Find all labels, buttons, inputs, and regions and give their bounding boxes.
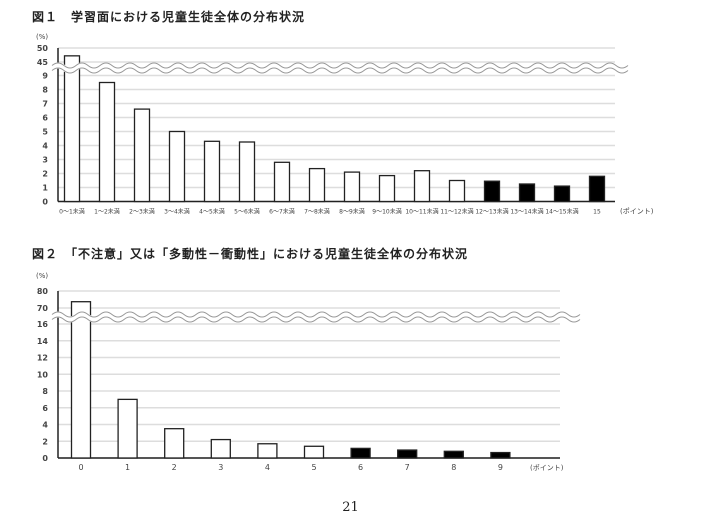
figure-1-title: 図１ 学習面における児童生徒全体の分布状況	[32, 10, 306, 24]
bar-0	[70, 301, 92, 459]
bar-12～13未満	[483, 180, 501, 203]
x-tick-label: 6	[358, 463, 363, 472]
x-tick-label: 5～6未満	[234, 208, 260, 216]
x-axis-unit: (ポイント)	[530, 464, 564, 472]
y-tick-label: 10	[37, 370, 49, 379]
y-tick-label: 50	[37, 44, 49, 53]
y-tick-label: 16	[37, 320, 49, 329]
bar-8～9未満	[343, 171, 361, 203]
bar-2	[164, 428, 185, 459]
y-tick-label: 8	[42, 387, 48, 396]
bar-9～10未満	[378, 174, 396, 203]
x-tick-label: 2～3未満	[129, 208, 155, 216]
y-tick-label: 2	[42, 170, 48, 179]
y-tick-label: 6	[42, 404, 48, 413]
axis-break-line	[51, 311, 581, 318]
bar-4～5未満	[203, 140, 221, 203]
bar-3～4未満	[168, 130, 186, 203]
y-tick-label: 6	[42, 114, 48, 123]
bar-2～3未満	[133, 108, 151, 203]
x-tick-label: 5	[311, 463, 316, 472]
y-tick-label: 8	[42, 86, 48, 95]
axis-break-mask	[50, 311, 582, 323]
bar-11～12未満	[448, 179, 466, 203]
bar-0～1未満	[63, 55, 81, 203]
y-tick-label: 2	[42, 437, 48, 446]
axis-break-line	[51, 316, 581, 323]
bar-3	[210, 438, 231, 459]
y-tick-label: 70	[37, 304, 49, 313]
bar-15	[588, 175, 606, 203]
y-axis-unit: (%)	[36, 33, 48, 41]
bar-6～7未満	[273, 161, 291, 203]
x-tick-label: 3	[218, 463, 223, 472]
axis-break-line	[51, 62, 629, 69]
x-tick-label: 9	[498, 463, 503, 472]
bar-13～14未満	[518, 183, 536, 203]
x-tick-label: 10～11未満	[405, 208, 438, 216]
bar-6	[350, 447, 371, 459]
y-tick-label: 12	[37, 354, 48, 363]
bar-7～8未満	[308, 167, 326, 203]
x-tick-label: 4	[265, 463, 270, 472]
x-tick-label: 14～15未満	[545, 208, 578, 216]
bar-14～15未満	[553, 185, 571, 203]
y-tick-label: 5	[42, 128, 48, 137]
bar-8	[443, 450, 464, 459]
bar-7	[397, 449, 418, 459]
y-tick-label: 45	[37, 58, 49, 67]
x-tick-label: 7～8未満	[304, 208, 330, 216]
bar-1～2未満	[98, 81, 116, 203]
x-tick-label: 7	[405, 463, 410, 472]
axis-break-line	[51, 67, 629, 74]
axis-break-mask	[50, 62, 630, 74]
y-tick-label: 9	[42, 72, 48, 81]
x-tick-label: 9～10未満	[372, 208, 401, 216]
x-axis-unit: (ポイント)	[620, 208, 654, 216]
x-tick-label: 6～7未満	[269, 208, 295, 216]
y-tick-label: 4	[42, 142, 48, 151]
x-tick-label: 8～9未満	[339, 208, 365, 216]
x-tick-label: 1～2未満	[94, 208, 120, 216]
x-tick-label: 1	[125, 463, 130, 472]
x-tick-label: 0	[78, 463, 83, 472]
y-tick-label: 0	[42, 454, 48, 463]
y-tick-label: 80	[37, 287, 49, 296]
y-tick-label: 7	[42, 100, 48, 109]
x-tick-label: 0～1未満	[59, 208, 85, 216]
y-tick-label: 0	[42, 198, 48, 207]
bar-5	[303, 445, 325, 459]
page-number: 21	[342, 500, 359, 515]
x-tick-label: 15	[593, 209, 601, 216]
x-tick-label: 3～4未満	[164, 208, 190, 216]
x-tick-label: 2	[172, 463, 177, 472]
bar-1	[117, 398, 138, 459]
bar-5～6未満	[238, 141, 256, 203]
x-tick-label: 13～14未満	[510, 208, 543, 216]
y-tick-label: 14	[37, 337, 49, 346]
bar-9	[490, 451, 511, 459]
bar-4	[257, 443, 278, 459]
bar-10～11未満	[413, 170, 431, 203]
x-tick-label: 8	[451, 463, 456, 472]
y-axis-unit: (%)	[36, 272, 48, 280]
y-tick-label: 1	[42, 184, 48, 193]
y-tick-label: 4	[42, 421, 48, 430]
y-tick-label: 3	[42, 156, 48, 165]
figure-2-title: 図２ 「不注意」又は「多動性－衝動性」における児童生徒全体の分布状況	[32, 247, 469, 261]
x-tick-label: 11～12未満	[440, 208, 473, 216]
x-tick-label: 12～13未満	[475, 208, 508, 216]
x-tick-label: 4～5未満	[199, 208, 225, 216]
